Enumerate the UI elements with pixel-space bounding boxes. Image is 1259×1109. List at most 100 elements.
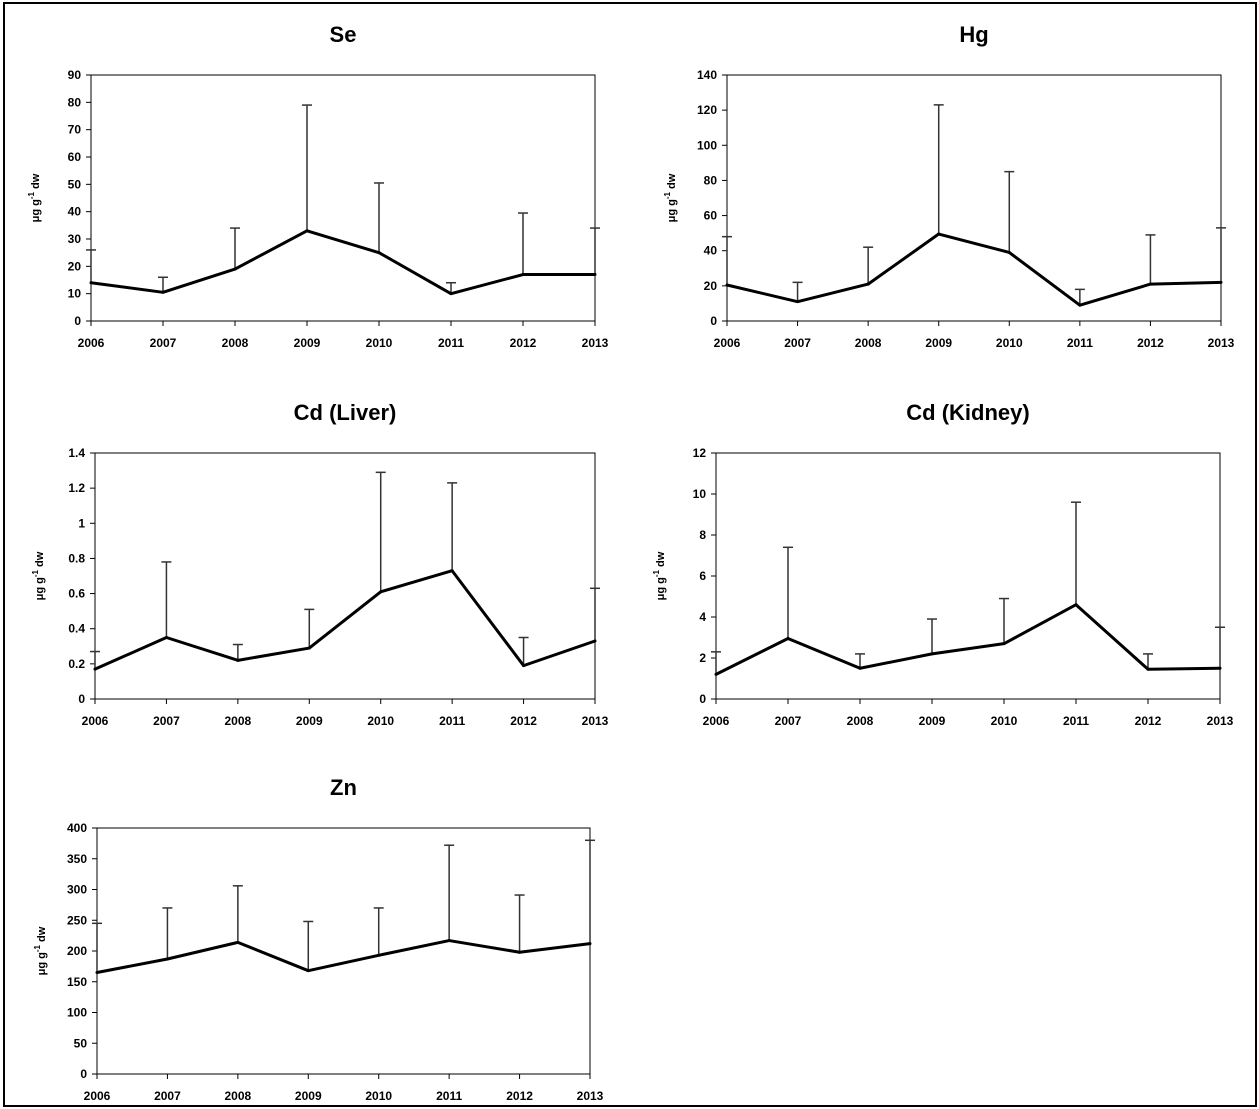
x-tick-label: 2008 (855, 336, 882, 350)
x-tick-label: 2006 (82, 714, 109, 728)
data-point (164, 636, 168, 639)
data-point (447, 939, 451, 943)
x-tick-label: 2008 (222, 336, 249, 350)
y-tick-label: 0 (699, 692, 706, 706)
chart-title: Hg (959, 22, 988, 47)
data-point (93, 667, 97, 671)
chart-title: Se (330, 22, 357, 47)
data-point (714, 672, 718, 676)
plot-area (726, 74, 1222, 322)
data-point (161, 290, 165, 294)
data-point (521, 273, 525, 277)
y-tick-label: 12 (693, 446, 707, 460)
plot-area (90, 74, 596, 322)
x-tick-label: 2013 (1207, 714, 1234, 728)
x-tick-label: 2009 (294, 336, 321, 350)
x-tick-label: 2007 (154, 1089, 181, 1103)
data-point (95, 971, 99, 975)
x-tick-label: 2007 (153, 714, 180, 728)
data-point (307, 646, 311, 650)
series-line (94, 569, 596, 671)
y-tick-label: 4 (699, 610, 706, 624)
x-tick-label: 2007 (150, 336, 177, 350)
data-point (1146, 667, 1150, 671)
data-point (306, 969, 310, 973)
x-tick-label: 2008 (225, 1089, 252, 1103)
x-tick-label: 2013 (582, 336, 609, 350)
y-tick-label: 0 (74, 314, 81, 328)
y-tick-label: 0 (710, 314, 717, 328)
y-tick-label: 0.8 (68, 551, 85, 565)
y-tick-label: 2 (699, 651, 706, 665)
chart-hg: Hg 0 20 40 60 80 100 120 140 2006 2007 2008 2009 2010… (663, 22, 1235, 350)
x-tick-label: 2009 (295, 1089, 322, 1103)
y-tick-label: 100 (67, 1006, 87, 1020)
chart-cd-kidney: Cd (Kidney) 0 2 4 6 8 10 12 2006 2007 2008 2009 2010… (652, 400, 1234, 728)
y-tick-label: 150 (67, 975, 87, 989)
x-tick-label: 2010 (365, 1089, 392, 1103)
chart-title: Cd (Kidney) (906, 400, 1029, 425)
y-tick-label: 60 (68, 150, 82, 164)
data-point (858, 666, 862, 670)
data-point (449, 292, 453, 296)
y-tick-label: 20 (704, 279, 718, 293)
data-point (1148, 282, 1152, 286)
y-tick-label: 350 (67, 852, 87, 866)
plot-area (94, 452, 596, 700)
series-line (96, 939, 591, 974)
x-tick-label: 2010 (366, 336, 393, 350)
plot-area (715, 452, 1221, 700)
y-tick-label: 1 (78, 516, 85, 530)
x-tick-label: 2013 (577, 1089, 604, 1103)
data-point (1074, 603, 1078, 607)
data-point (165, 957, 169, 961)
x-tick-label: 2011 (1067, 336, 1093, 350)
y-tick-label: 40 (704, 244, 718, 258)
data-point (786, 637, 790, 641)
y-tick-label: 120 (697, 103, 717, 117)
data-point (89, 281, 93, 285)
x-tick-label: 2007 (784, 336, 811, 350)
x-tick-label: 2008 (847, 714, 874, 728)
data-point (930, 652, 934, 656)
y-axis-label: μg g-1 dw (33, 926, 48, 975)
y-tick-label: 250 (67, 913, 87, 927)
series-line (726, 232, 1222, 307)
series-line (715, 603, 1221, 676)
y-axis-label: μg g-1 dw (31, 551, 46, 600)
y-tick-label: 0.6 (68, 587, 85, 601)
x-tick-label: 2007 (775, 714, 802, 728)
chart-cd-liver: Cd (Liver) 0 0.2 0.4 0.6 0.8 1 1.2 1.4 2006 2007 20… (31, 400, 609, 728)
data-point (236, 940, 240, 944)
x-tick-label: 2012 (510, 336, 537, 350)
data-point (796, 300, 800, 304)
data-point (725, 283, 729, 287)
y-tick-label: 80 (704, 173, 718, 187)
y-tick-label: 20 (68, 259, 82, 273)
y-tick-label: 50 (74, 1036, 88, 1050)
y-tick-label: 80 (68, 95, 82, 109)
y-tick-label: 400 (67, 821, 87, 835)
y-tick-label: 50 (68, 177, 82, 191)
data-point (1218, 666, 1222, 670)
x-tick-label: 2009 (919, 714, 946, 728)
x-tick-label: 2012 (510, 714, 537, 728)
y-axis-label: μg g-1 dw (652, 551, 667, 600)
y-tick-label: 8 (699, 528, 706, 542)
x-tick-label: 2009 (296, 714, 323, 728)
data-point (377, 953, 381, 957)
y-tick-label: 0.2 (68, 657, 85, 671)
x-tick-label: 2013 (582, 714, 609, 728)
x-tick-label: 2010 (996, 336, 1023, 350)
data-point (1002, 642, 1006, 646)
series-line (90, 229, 595, 296)
x-tick-label: 2012 (506, 1089, 533, 1103)
data-point (866, 282, 870, 286)
y-tick-label: 60 (704, 209, 718, 223)
x-tick-label: 2011 (1063, 714, 1089, 728)
x-tick-label: 2006 (78, 336, 105, 350)
y-tick-label: 200 (67, 944, 87, 958)
x-tick-label: 2008 (225, 714, 252, 728)
x-tick-label: 2009 (925, 336, 952, 350)
